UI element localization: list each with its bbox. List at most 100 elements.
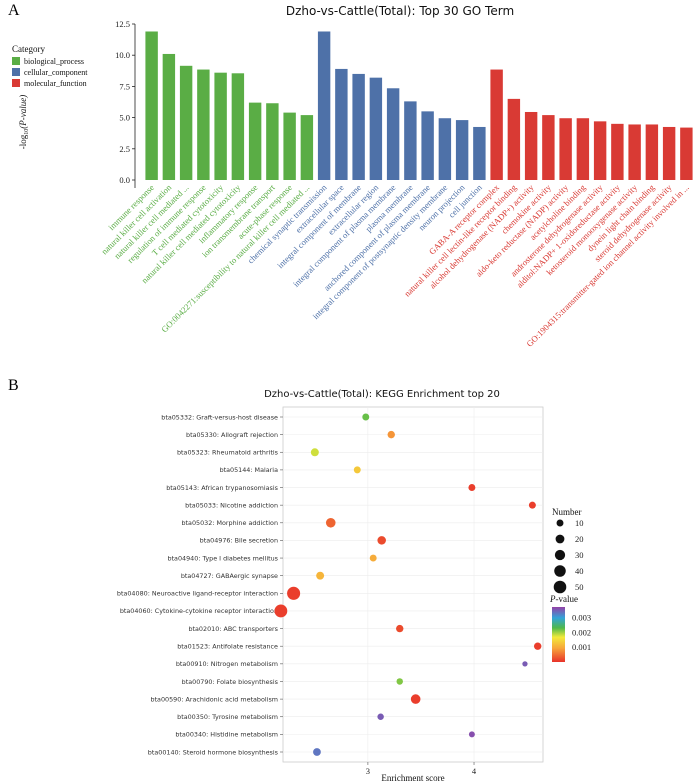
legend-label-molecular_function: molecular_function — [24, 79, 87, 88]
kegg-pathway-label: bta04976: Bile secretion — [200, 537, 278, 545]
kegg-pathway-label: bta04727: GABAergic synapse — [181, 572, 278, 580]
kegg-point — [325, 517, 336, 528]
go-y-tick-label: 12.5 — [115, 19, 130, 29]
color-legend-label: 0.001 — [572, 642, 591, 652]
panel-b-letter: B — [8, 377, 19, 394]
go-bar — [404, 101, 417, 180]
kegg-pathway-label: bta05330: Allograft rejection — [186, 431, 278, 439]
kegg-pathway-label: bta02010: ABC transporters — [188, 625, 278, 633]
go-bar — [421, 111, 434, 180]
svg-text:-log10(P-value): -log10(P-value) — [18, 95, 30, 149]
go-bar — [248, 102, 262, 180]
kegg-y-tick-labels: bta05332: Graft-versus-host disease bta05… — [117, 413, 283, 756]
panel-a-letter: A — [8, 2, 20, 19]
go-bar — [369, 77, 383, 180]
kegg-point — [533, 642, 542, 650]
kegg-pathway-label: bta05144: Malaria — [220, 466, 279, 474]
size-legend-label: 40 — [575, 566, 584, 576]
go-bar — [197, 69, 210, 180]
size-legend-label: 50 — [575, 582, 584, 592]
go-bar — [473, 126, 486, 180]
go-bar — [335, 68, 348, 180]
kegg-point — [528, 501, 536, 509]
kegg-chart-title: Dzho-vs-Cattle(Total): KEGG Enrichment t… — [264, 389, 500, 400]
kegg-grid — [283, 407, 543, 762]
legend-label-biological_process: biological_process — [24, 57, 84, 66]
kegg-point — [362, 413, 370, 421]
go-bar — [542, 115, 555, 180]
go-y-axis-label: -log10(P-value) — [18, 95, 30, 149]
size-legend-label: 30 — [575, 550, 584, 560]
go-bars — [145, 31, 693, 181]
go-bar — [628, 124, 641, 180]
kegg-bubble-chart: Dzho-vs-Cattle(Total): KEGG Enrichment t… — [117, 389, 591, 783]
kegg-pathway-label: bta05033: Nicotine addiction — [185, 501, 278, 509]
go-y-tick-label: 7.5 — [119, 81, 130, 91]
kegg-point — [396, 678, 403, 685]
size-legend-title: Number — [552, 507, 582, 517]
kegg-x-axis-label: Enrichment score — [381, 773, 444, 783]
kegg-pathway-label: bta05143: African trypanosomiasis — [166, 484, 278, 492]
kegg-pathway-label: bta05332: Graft-versus-host disease — [161, 413, 278, 421]
go-bar-chart: Dzho-vs-Cattle(Total): Top 30 GO Term Ca… — [12, 4, 693, 349]
go-bar — [507, 98, 521, 180]
kegg-point — [313, 748, 321, 756]
kegg-point — [377, 536, 386, 545]
color-legend-title: P-value — [549, 594, 578, 604]
kegg-pathway-label: bta05323: Rheumatoid arthritis — [177, 449, 279, 457]
size-legend-dot — [555, 534, 565, 544]
size-legend-dot — [554, 565, 566, 577]
kegg-pathway-label: bta00590: Arachidonic acid metabolism — [150, 695, 278, 703]
kegg-plot-panel — [282, 406, 544, 763]
size-legend-label: 20 — [575, 534, 584, 544]
kegg-x-tick-label: 4 — [472, 766, 477, 776]
go-bar — [559, 118, 572, 180]
kegg-point — [468, 731, 475, 738]
legend-swatch-molecular_function — [12, 79, 20, 87]
go-axes: 0.0 2.5 5.0 7.5 10.0 12.5 — [115, 19, 136, 188]
kegg-point — [369, 554, 377, 562]
kegg-pathway-label: bta00910: Nitrogen metabolism — [176, 660, 278, 668]
kegg-point — [387, 430, 395, 439]
go-bar — [317, 31, 331, 180]
kegg-point — [468, 484, 476, 492]
kegg-point — [410, 694, 421, 704]
go-y-tick-label: 5.0 — [119, 113, 130, 123]
go-bar — [680, 127, 693, 180]
size-legend-label: 10 — [575, 518, 584, 528]
go-bar — [162, 53, 176, 181]
go-bar — [662, 126, 676, 180]
go-bar — [214, 72, 227, 180]
go-category-legend: biological_process cellular_componentmole… — [12, 57, 88, 88]
kegg-point — [353, 466, 361, 474]
kegg-point — [310, 448, 319, 457]
go-bar — [490, 69, 503, 180]
go-y-tick-label: 2.5 — [119, 144, 130, 154]
go-bar — [352, 73, 365, 180]
kegg-pathway-label: bta04940: Type I diabetes mellitus — [167, 554, 278, 562]
go-bar — [593, 121, 607, 180]
kegg-point — [316, 571, 325, 580]
go-bar — [283, 112, 296, 180]
go-bar — [645, 124, 659, 180]
size-legend-dot — [554, 549, 566, 561]
go-chart-title: Dzho-vs-Cattle(Total): Top 30 GO Term — [286, 4, 514, 18]
legend-label-cellular_component: cellular_component — [24, 68, 88, 77]
kegg-point — [522, 661, 528, 667]
go-bar — [438, 118, 452, 180]
go-bar — [611, 123, 624, 180]
kegg-pathway-label: bta04060: Cytokine-cytokine receptor int… — [120, 607, 278, 615]
size-legend: 10 20 30 40 50 — [553, 518, 584, 594]
go-bar — [455, 120, 469, 180]
go-bar — [179, 65, 193, 180]
kegg-x-tick-label: 3 — [366, 766, 370, 776]
kegg-pathway-label: bta00340: Histidine metabolism — [175, 731, 278, 739]
go-bar — [576, 118, 590, 180]
kegg-pathway-label: bta00350: Tyrosine metabolism — [177, 713, 278, 721]
color-legend-ticks: 0.003 0.002 0.001 — [565, 612, 591, 652]
go-bar — [145, 31, 158, 180]
go-bar — [386, 88, 400, 180]
kegg-point — [396, 624, 404, 633]
